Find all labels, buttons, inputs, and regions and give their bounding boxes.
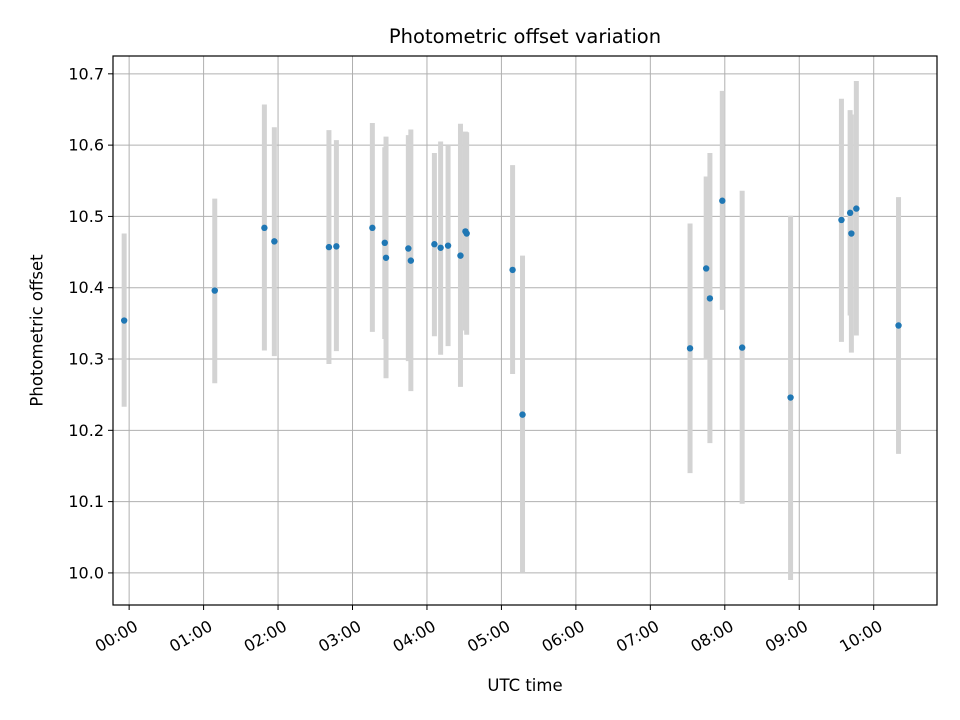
data-point [846, 209, 854, 217]
y-tick-label: 10.7 [68, 64, 104, 83]
data-point [211, 287, 218, 294]
y-tick-label: 10.2 [68, 421, 104, 440]
data-point [463, 230, 470, 237]
x-tick-label: 03:00 [315, 616, 364, 656]
data-point [719, 197, 726, 204]
y-axis-label: Photometric offset [28, 254, 47, 407]
data-point [895, 322, 902, 329]
data-point [120, 317, 128, 324]
x-tick-label: 06:00 [538, 616, 587, 656]
y-tick-label: 10.4 [68, 278, 104, 297]
data-point [271, 238, 278, 245]
data-point [686, 345, 694, 352]
data-point [457, 252, 464, 259]
data-point [509, 266, 516, 274]
data-points [120, 197, 902, 418]
data-point [853, 205, 860, 212]
y-tick-label: 10.3 [68, 350, 104, 369]
data-point [702, 265, 710, 272]
data-point [333, 243, 340, 250]
data-point [407, 257, 415, 264]
x-tick-label: 10:00 [836, 616, 885, 656]
x-tick-label: 00:00 [92, 616, 141, 656]
plot-frame [112, 55, 938, 606]
x-axis-ticks: 00:00 01:00 02:00 03:00 04:00 05:00 06:00 07:00… [92, 605, 886, 656]
x-tick-label: 09:00 [762, 616, 811, 656]
data-point [261, 224, 268, 232]
y-tick-label: 10.5 [68, 207, 104, 226]
data-point [431, 241, 438, 248]
error-bars [121, 80, 902, 581]
y-tick-label: 10.6 [68, 136, 104, 155]
y-tick-label: 10.1 [68, 492, 104, 511]
x-tick-label: 01:00 [166, 616, 215, 656]
data-point [519, 411, 526, 418]
data-point [787, 394, 794, 401]
data-point [405, 245, 412, 252]
y-tick-label: 10.0 [68, 563, 104, 582]
x-tick-label: 02:00 [241, 616, 290, 656]
data-point [437, 244, 444, 251]
data-point [381, 239, 388, 247]
y-axis-ticks: 10.0 10.1 10.2 10.3 10.4 10.5 10.6 10.7 [68, 64, 113, 582]
x-tick-label: 07:00 [613, 616, 662, 656]
data-point [706, 295, 714, 302]
chart-title: Photometric offset variation [389, 25, 661, 48]
data-point [325, 243, 333, 251]
data-point [444, 242, 452, 249]
data-point [369, 224, 376, 232]
data-point [838, 216, 845, 224]
x-tick-label: 04:00 [390, 616, 439, 656]
data-point [848, 230, 855, 237]
x-tick-label: 05:00 [464, 616, 513, 656]
data-point [382, 254, 390, 261]
x-axis-label: UTC time [487, 676, 562, 695]
x-tick-label: 08:00 [687, 616, 736, 656]
data-point [738, 344, 746, 351]
